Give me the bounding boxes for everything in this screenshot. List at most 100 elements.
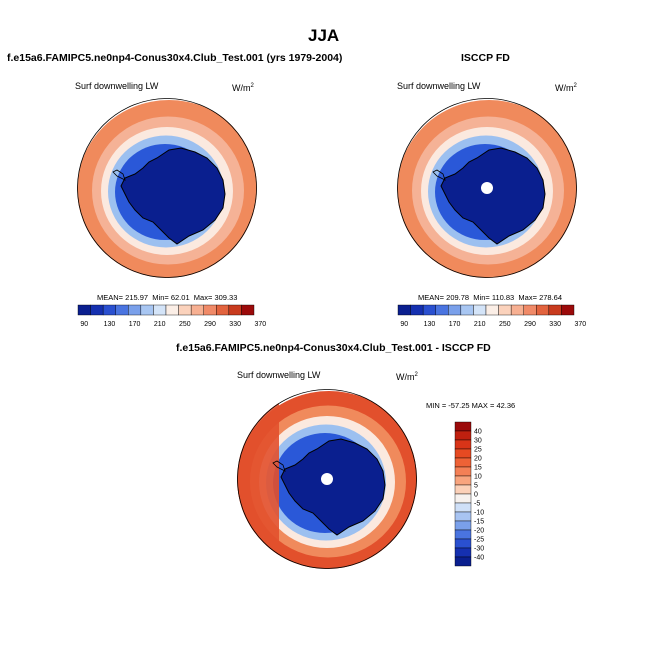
colorbar-swatch xyxy=(454,430,472,441)
colorbar-swatch xyxy=(410,304,424,316)
colorbar-tick-label: 20 xyxy=(474,456,482,463)
colorbar-swatch xyxy=(454,466,472,477)
colorbar-swatch xyxy=(454,484,472,495)
map-fill xyxy=(397,98,577,278)
colorbar-swatch xyxy=(454,457,472,468)
colorbar-swatch xyxy=(178,304,192,316)
polar-map-diff xyxy=(237,389,417,569)
colorbar-tick-label: 5 xyxy=(474,483,478,490)
plot-title-obs: ISCCP FD xyxy=(461,52,510,64)
antarctica-fill xyxy=(441,148,545,244)
colorbar-swatch xyxy=(241,304,255,316)
colorbar-swatch xyxy=(140,304,154,316)
colorbar-swatch xyxy=(454,493,472,504)
colorbar-swatch xyxy=(454,547,472,558)
variable-label: Surf downwelling LW xyxy=(237,370,321,380)
antarctica-fill xyxy=(281,439,385,535)
colorbar-tick-label: 250 xyxy=(499,321,511,328)
colorbar-swatch xyxy=(454,475,472,486)
page-title: JJA xyxy=(308,26,340,45)
colorbar-swatch xyxy=(435,304,449,316)
colorbar-swatch xyxy=(454,520,472,531)
colorbar-tick-label: 330 xyxy=(229,321,241,328)
colorbar-tick-label: 10 xyxy=(474,474,482,481)
pole-marker xyxy=(321,473,333,485)
colorbar-tick-label: 40 xyxy=(474,429,482,436)
colorbar-swatch xyxy=(523,304,537,316)
colorbar-tick-label: 370 xyxy=(254,321,266,328)
map-fill xyxy=(77,98,257,278)
colorbar-swatch xyxy=(102,304,116,316)
plot-title-model: f.e15a6.FAMIPC5.ne0np4-Conus30x4.Club_Te… xyxy=(7,52,343,64)
stats-diff: MIN = -57.25 MAX = 42.36 xyxy=(426,401,516,410)
colorbar-tick-label: -10 xyxy=(474,510,484,517)
map-layers xyxy=(77,100,257,278)
colorbar-swatch xyxy=(216,304,230,316)
colorbar-swatch xyxy=(510,304,524,316)
colorbar-tick-label: 370 xyxy=(574,321,586,328)
colorbar-tick-label: -20 xyxy=(474,528,484,535)
variable-label: Surf downwelling LW xyxy=(397,81,481,91)
colorbar-swatch xyxy=(448,304,462,316)
polar-map-model xyxy=(77,98,257,278)
colorbar-tick-label: 210 xyxy=(474,321,486,328)
colorbar-swatch xyxy=(454,529,472,540)
contour-band xyxy=(237,389,279,569)
stats-obs: MEAN= 209.78 Min= 110.83 Max= 278.64 xyxy=(418,293,563,302)
colorbar-obs: 90 130 170 210 250 290 330 370 xyxy=(397,304,586,328)
polar-map-obs xyxy=(397,98,577,278)
units-label: W/m2 xyxy=(232,83,254,93)
colorbar-tick-label: -15 xyxy=(474,519,484,526)
colorbar-tick-label: -40 xyxy=(474,555,484,562)
colorbar-swatch xyxy=(454,511,472,522)
colorbar-tick-label: 130 xyxy=(104,321,116,328)
colorbar-tick-label: 290 xyxy=(204,321,216,328)
colorbar-swatch xyxy=(473,304,487,316)
map-fill xyxy=(237,389,417,569)
colorbar-swatch xyxy=(454,502,472,513)
colorbar-swatch xyxy=(548,304,562,316)
colorbar-diff: 40 30 25 20 15 10 5 0 -5 -10 -15 -20 -25 -30 -40 xyxy=(454,421,484,567)
colorbar-tick-label: 170 xyxy=(129,321,141,328)
colorbar-tick-label: 210 xyxy=(154,321,166,328)
stats-model: MEAN= 215.97 Min= 62.01 Max= 309.33 xyxy=(97,293,238,302)
colorbar-swatch xyxy=(115,304,129,316)
colorbar-swatch xyxy=(561,304,575,316)
colorbar-swatch xyxy=(454,439,472,450)
colorbar-tick-label: -25 xyxy=(474,537,484,544)
colorbar-tick-label: 0 xyxy=(474,492,478,499)
colorbar-tick-label: 130 xyxy=(424,321,436,328)
units-label: W/m2 xyxy=(555,83,577,93)
colorbar-swatch xyxy=(422,304,436,316)
colorbar-swatch xyxy=(190,304,204,316)
colorbar-swatch xyxy=(454,448,472,459)
colorbar-swatch xyxy=(454,421,472,432)
colorbar-swatch xyxy=(536,304,550,316)
units-label: W/m2 xyxy=(396,372,418,382)
colorbar-swatch xyxy=(485,304,499,316)
colorbar-swatch xyxy=(77,304,91,316)
colorbar-tick-label: 90 xyxy=(80,321,88,328)
colorbar-swatch xyxy=(454,538,472,549)
colorbar-model: 90 130 170 210 250 290 330 370 xyxy=(77,304,266,328)
peninsula-coastline xyxy=(112,169,126,181)
variable-label: Surf downwelling LW xyxy=(75,81,159,91)
colorbar-swatch xyxy=(228,304,242,316)
colorbar-swatch xyxy=(153,304,167,316)
colorbar-swatch xyxy=(203,304,217,316)
colorbar-swatch xyxy=(397,304,411,316)
pole-marker xyxy=(481,182,493,194)
map-border xyxy=(237,389,417,569)
colorbar-tick-label: 90 xyxy=(400,321,408,328)
colorbar-swatch xyxy=(498,304,512,316)
colorbar-tick-label: 15 xyxy=(474,465,482,472)
colorbar-swatch xyxy=(165,304,179,316)
colorbar-tick-label: 330 xyxy=(549,321,561,328)
peninsula-coastline xyxy=(272,460,286,472)
colorbar-tick-label: 170 xyxy=(449,321,461,328)
colorbar-swatch xyxy=(128,304,142,316)
colorbar-tick-label: 25 xyxy=(474,447,482,454)
antarctica-fill xyxy=(121,148,225,244)
map-border xyxy=(77,98,257,278)
colorbar-tick-label: 290 xyxy=(524,321,536,328)
